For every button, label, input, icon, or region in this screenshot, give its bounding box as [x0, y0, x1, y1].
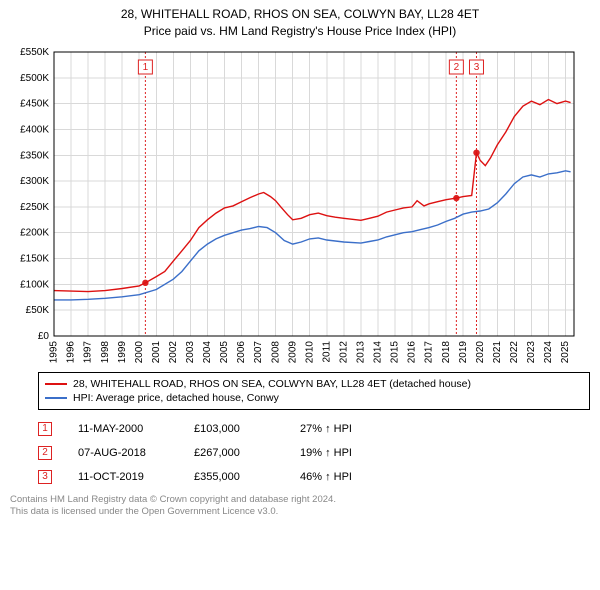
legend-row: HPI: Average price, detached house, Conw…	[45, 391, 583, 405]
event-price: £267,000	[194, 447, 274, 459]
x-tick-label: 1997	[83, 340, 94, 363]
chart-svg: 1 2 3 £0 £50K £100K £150K £200K £250K £300K £350K £…	[8, 46, 580, 366]
event-date: 11-MAY-2000	[78, 423, 168, 435]
x-tick-label: 2023	[526, 340, 537, 363]
x-tick-label: 2007	[253, 340, 264, 363]
y-tick-label: £200K	[20, 227, 49, 238]
event-comparison: 19% ↑ HPI	[300, 447, 352, 459]
y-tick-label: £400K	[20, 124, 49, 135]
chart-title-block: 28, WHITEHALL ROAD, RHOS ON SEA, COLWYN …	[0, 0, 600, 42]
event-price: £103,000	[194, 423, 274, 435]
event-date: 07-AUG-2018	[78, 447, 168, 459]
y-tick-label: £250K	[20, 202, 49, 213]
x-tick-label: 2005	[219, 340, 230, 363]
x-tick-label: 1999	[117, 340, 128, 363]
event-marker: 3	[38, 470, 52, 484]
y-tick-label: £0	[38, 331, 50, 342]
footer-line-1: Contains HM Land Registry data © Crown c…	[10, 494, 590, 506]
x-tick-label: 2018	[441, 340, 452, 363]
y-tick-label: £550K	[20, 47, 49, 58]
legend-row: 28, WHITEHALL ROAD, RHOS ON SEA, COLWYN …	[45, 377, 583, 391]
x-tick-label: 2003	[185, 340, 196, 363]
event-row: 1 11-MAY-2000 £103,000 27% ↑ HPI	[38, 418, 590, 442]
x-tick-label: 2014	[373, 340, 384, 363]
x-tick-label: 2011	[321, 340, 332, 362]
x-tick-label: 2017	[424, 340, 435, 363]
x-tick-label: 2020	[475, 340, 486, 363]
x-tick-label: 2001	[151, 340, 162, 363]
legend-label: HPI: Average price, detached house, Conw…	[73, 392, 279, 404]
events-table: 1 11-MAY-2000 £103,000 27% ↑ HPI 2 07-AUG-201…	[38, 418, 590, 490]
svg-text:2: 2	[454, 62, 460, 73]
legend-label: 28, WHITEHALL ROAD, RHOS ON SEA, COLWYN …	[73, 378, 471, 390]
svg-text:1: 1	[143, 62, 149, 73]
chart: 1 2 3 £0 £50K £100K £150K £200K £250K £300K £350K £…	[8, 46, 592, 366]
x-tick-label: 2000	[134, 340, 145, 363]
x-tick-label: 2019	[458, 340, 469, 363]
title-line-2: Price paid vs. HM Land Registry's House …	[0, 23, 600, 40]
x-tick-label: 2024	[543, 340, 554, 363]
x-tick-label: 2022	[509, 340, 520, 363]
event-marker: 2	[38, 446, 52, 460]
x-tick-label: 2015	[390, 340, 401, 363]
event-comparison: 27% ↑ HPI	[300, 423, 352, 435]
x-tick-label: 1998	[100, 340, 111, 363]
x-tick-label: 2010	[304, 340, 315, 363]
y-tick-label: £150K	[20, 253, 49, 264]
y-tick-label: £100K	[20, 279, 49, 290]
x-tick-label: 2021	[492, 340, 503, 363]
x-tick-label: 2013	[356, 340, 367, 363]
event-price: £355,000	[194, 471, 274, 483]
x-tick-label: 2006	[236, 340, 247, 363]
footer-line-2: This data is licensed under the Open Gov…	[10, 506, 590, 518]
y-tick-label: £50K	[26, 305, 50, 316]
x-tick-label: 2012	[338, 340, 349, 363]
legend-swatch	[45, 383, 67, 385]
x-tick-label: 2025	[560, 340, 571, 363]
y-tick-label: £300K	[20, 176, 49, 187]
y-tick-label: £450K	[20, 98, 49, 109]
legend-swatch	[45, 397, 67, 399]
x-tick-label: 2004	[202, 340, 213, 363]
x-tick-label: 2008	[270, 340, 281, 363]
x-tick-label: 2016	[407, 340, 418, 363]
event-row: 2 07-AUG-2018 £267,000 19% ↑ HPI	[38, 442, 590, 466]
footer: Contains HM Land Registry data © Crown c…	[10, 494, 590, 519]
x-tick-label: 2009	[287, 340, 298, 363]
event-row: 3 11-OCT-2019 £355,000 46% ↑ HPI	[38, 466, 590, 490]
event-marker: 1	[38, 422, 52, 436]
svg-text:3: 3	[474, 62, 480, 73]
event-comparison: 46% ↑ HPI	[300, 471, 352, 483]
x-tick-label: 1995	[49, 340, 60, 363]
event-date: 11-OCT-2019	[78, 471, 168, 483]
title-line-1: 28, WHITEHALL ROAD, RHOS ON SEA, COLWYN …	[0, 6, 600, 23]
x-tick-label: 2002	[168, 340, 179, 363]
y-tick-label: £350K	[20, 150, 49, 161]
x-tick-label: 1996	[66, 340, 77, 363]
y-tick-label: £500K	[20, 72, 49, 83]
legend: 28, WHITEHALL ROAD, RHOS ON SEA, COLWYN …	[38, 372, 590, 410]
